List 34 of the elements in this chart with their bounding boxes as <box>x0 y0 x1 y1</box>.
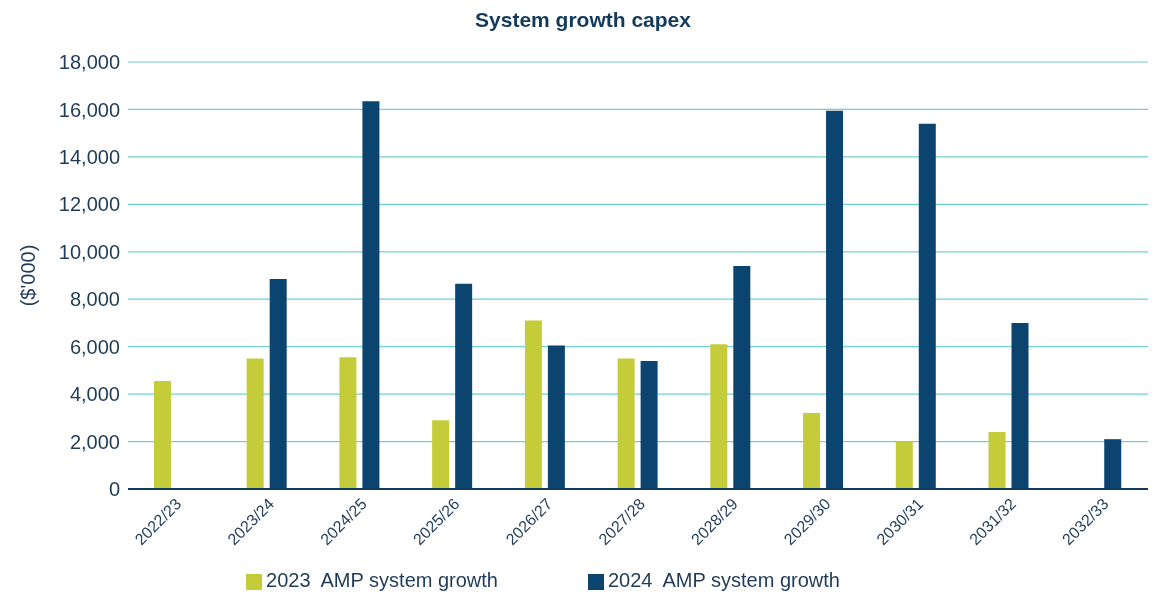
bar <box>524 320 542 489</box>
chart-title: System growth capex <box>474 8 692 32</box>
y-tick-label: 6,000 <box>69 335 120 358</box>
y-tick-label: 14,000 <box>58 145 120 168</box>
bar <box>918 123 936 489</box>
bar <box>153 381 171 489</box>
bar <box>988 432 1006 489</box>
bar <box>895 441 913 489</box>
bar <box>455 283 473 489</box>
bar <box>246 358 264 489</box>
y-axis-title: ($'000) <box>17 244 40 307</box>
bar <box>640 360 658 489</box>
bar <box>710 344 728 489</box>
bar <box>1104 439 1122 489</box>
bar <box>617 358 635 489</box>
y-tick-label: 8,000 <box>69 288 120 311</box>
bar <box>1011 322 1029 489</box>
bar <box>547 345 565 489</box>
y-tick-label: 0 <box>108 478 120 501</box>
legend-label: 2023 AMP system growth <box>266 569 498 591</box>
bar <box>432 420 450 489</box>
bar <box>269 279 287 489</box>
legend-label: 2024 AMP system growth <box>608 569 840 591</box>
y-tick-label: 12,000 <box>58 193 120 216</box>
bar <box>339 357 357 489</box>
y-tick-label: 18,000 <box>58 51 120 74</box>
bar <box>733 266 751 489</box>
y-tick-label: 10,000 <box>58 240 120 263</box>
bar <box>362 101 380 489</box>
bar <box>826 110 844 489</box>
y-tick-label: 2,000 <box>69 430 120 453</box>
y-tick-label: 4,000 <box>69 383 120 406</box>
y-tick-label: 16,000 <box>58 98 120 121</box>
bar <box>803 413 821 489</box>
